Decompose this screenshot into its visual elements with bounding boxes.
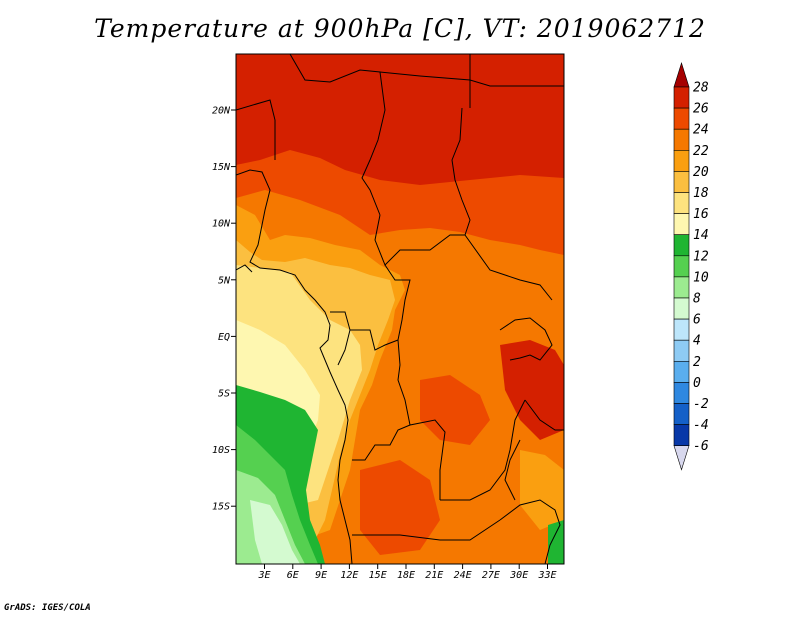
colorbar-segment bbox=[673, 86, 690, 109]
temperature-field bbox=[236, 54, 564, 564]
lon-tick-label: 6E bbox=[287, 570, 299, 581]
colorbar-segment bbox=[673, 171, 690, 193]
longitude-axis: 3E 6E 9E 12E 15E 18E 21E 24E 27E 30E 33E bbox=[257, 564, 557, 581]
colorbar-segment bbox=[673, 360, 690, 383]
lat-tick-label: 5N bbox=[218, 275, 231, 286]
lon-tick-label: 9E bbox=[315, 570, 327, 581]
colorbar-label: 20 bbox=[693, 165, 709, 180]
map-title: Temperature at 900hPa [C], VT: 201906271… bbox=[94, 14, 706, 43]
lon-tick-label: 33E bbox=[537, 570, 556, 581]
lon-tick-label: 15E bbox=[369, 570, 387, 581]
colorbar-segment bbox=[673, 234, 690, 257]
colorbar-label: -4 bbox=[693, 418, 709, 433]
lon-tick-label: 12E bbox=[340, 570, 358, 581]
colorbar-label: 6 bbox=[693, 313, 701, 328]
latitude-axis: 20N 15N 10N 5N EQ 5S 10S 15S bbox=[212, 106, 236, 513]
colorbar-segment bbox=[673, 339, 690, 362]
colorbar-label: 24 bbox=[693, 123, 709, 138]
colorbar-label: 22 bbox=[693, 144, 709, 159]
colorbar-label: 18 bbox=[693, 186, 709, 201]
colorbar-label: -2 bbox=[693, 397, 709, 412]
colorbar-segment bbox=[673, 382, 690, 404]
colorbar-segment bbox=[673, 192, 690, 214]
lat-tick-label: 15N bbox=[212, 162, 231, 173]
colorbar-label: 2 bbox=[693, 355, 701, 370]
colorbar-label: -6 bbox=[693, 439, 709, 454]
colorbar-segment bbox=[673, 297, 690, 320]
colorbar-bottom-arrow bbox=[673, 445, 690, 471]
map-frame bbox=[235, 53, 565, 565]
colorbar-segment bbox=[673, 213, 690, 236]
colorbar-segment bbox=[673, 128, 690, 151]
lat-tick-label: 15S bbox=[212, 502, 230, 513]
colorbar-label: 16 bbox=[693, 207, 709, 222]
colorbar-label: 28 bbox=[693, 81, 709, 96]
colorbar-segment bbox=[673, 107, 690, 130]
colorbar-segment bbox=[673, 318, 690, 341]
lat-tick-label: 10S bbox=[212, 445, 230, 456]
colorbar-label: 12 bbox=[693, 249, 709, 264]
colorbar-segment bbox=[673, 276, 690, 299]
lon-tick-label: 27E bbox=[482, 570, 500, 581]
lon-tick-label: 3E bbox=[257, 570, 270, 581]
colorbar-label: 0 bbox=[693, 376, 701, 391]
colorbar-segment bbox=[673, 150, 690, 172]
lat-tick-label: 5S bbox=[218, 389, 230, 400]
colorbar-label: 14 bbox=[693, 228, 709, 243]
grads-footer: GrADS: IGES/COLA bbox=[4, 603, 91, 613]
lat-tick-label: 10N bbox=[212, 219, 231, 230]
lon-tick-label: 30E bbox=[509, 570, 528, 581]
lon-tick-label: 24E bbox=[454, 570, 472, 581]
colorbar-segment bbox=[673, 255, 690, 278]
colorbar-segment bbox=[673, 424, 690, 447]
colorbar-top-arrow bbox=[673, 61, 690, 88]
lat-tick-label: 20N bbox=[212, 106, 231, 117]
colorbar-label: 10 bbox=[693, 270, 709, 285]
lon-tick-label: 21E bbox=[425, 570, 443, 581]
lat-tick-label: EQ bbox=[218, 332, 230, 343]
lon-tick-label: 18E bbox=[397, 570, 415, 581]
country-borders bbox=[236, 54, 564, 564]
colorbar-segment bbox=[673, 403, 690, 425]
colorbar-label: 4 bbox=[693, 334, 701, 349]
colorbar-label: 26 bbox=[693, 102, 709, 117]
colorbar-label: 8 bbox=[693, 292, 701, 307]
